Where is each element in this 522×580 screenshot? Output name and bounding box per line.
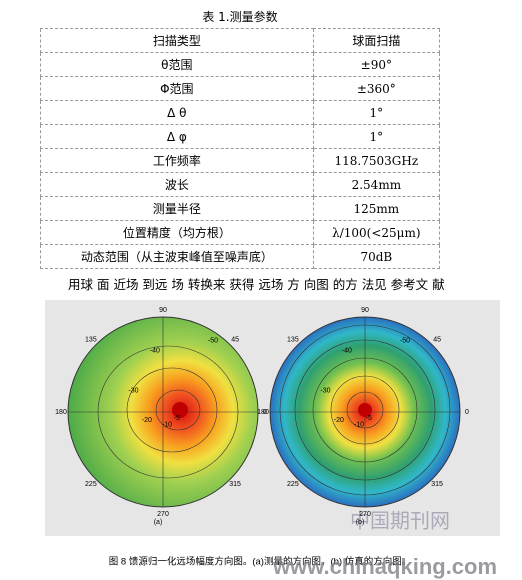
angle-label: 45 bbox=[433, 337, 441, 344]
table-cell: ±360° bbox=[312, 76, 441, 101]
contour-label: -10 bbox=[162, 422, 172, 429]
angle-label: 45 bbox=[231, 337, 239, 344]
angle-label: 135 bbox=[287, 337, 299, 344]
angle-label: 225 bbox=[85, 481, 97, 488]
contour-label: -5 bbox=[366, 415, 372, 422]
angle-label: 0 bbox=[263, 409, 267, 416]
table-cell: 测量半径 bbox=[40, 196, 314, 221]
body-text: 用球 面 近场 到远 场 转换来 获得 远场 方 向图 的方 法见 参考文 献 bbox=[68, 277, 445, 292]
angle-label: 270 bbox=[359, 511, 371, 518]
header-cell: 球面扫描 bbox=[312, 28, 441, 53]
watermark-logo: 中国期刊网 bbox=[350, 509, 450, 532]
angle-label: 0 bbox=[465, 409, 469, 416]
params-table: 表 1.测量参数 扫描类型 球面扫描 θ范围 ±90° Φ范围 ±360° Δ θ 1° Δ … bbox=[40, 5, 441, 269]
table-cell: 1° bbox=[312, 124, 441, 149]
angle-label: 90 bbox=[361, 307, 369, 314]
panel-label: (b) bbox=[356, 519, 365, 526]
caption: 图 8 馈源归一化远场幅度方向图。(a)测量的方向图，(b) 仿真的方向图。 bbox=[109, 556, 411, 568]
angle-label: 90 bbox=[159, 307, 167, 314]
panel-label: (a) bbox=[154, 519, 163, 526]
contour-label: -50 bbox=[400, 338, 410, 345]
contour-label: -10 bbox=[354, 422, 364, 429]
table-cell: 波长 bbox=[40, 172, 314, 197]
table-cell: ±90° bbox=[312, 52, 441, 77]
contour-label: -5 bbox=[174, 415, 180, 422]
contour-label: -40 bbox=[150, 348, 160, 355]
contour-label: -40 bbox=[342, 348, 352, 355]
contour-label: -20 bbox=[334, 417, 344, 424]
table-cell: Φ范围 bbox=[40, 76, 314, 101]
angle-label: 135 bbox=[85, 337, 97, 344]
contour-label: -50 bbox=[208, 338, 218, 345]
table-cell: Δ φ bbox=[40, 124, 314, 149]
watermark-url: www.chinaqking.com bbox=[272, 554, 497, 579]
angle-label: 225 bbox=[287, 481, 299, 488]
table-cell: 2.54mm bbox=[312, 172, 441, 197]
angle-label: 180 bbox=[55, 409, 67, 416]
peak bbox=[358, 403, 372, 417]
table-cell: 工作频率 bbox=[40, 148, 314, 173]
angle-label: 180 bbox=[257, 409, 269, 416]
table-cell: 125mm bbox=[312, 196, 441, 221]
angle-label: 315 bbox=[431, 481, 443, 488]
table-cell: Δ θ bbox=[40, 100, 314, 125]
table-cell: 1° bbox=[312, 100, 441, 125]
contour-label: -20 bbox=[142, 417, 152, 424]
table-cell: 动态范围（从主波束峰值至噪声底） bbox=[40, 244, 314, 269]
peak bbox=[172, 402, 188, 418]
table-cell: 70dB bbox=[312, 244, 441, 269]
angle-label: 315 bbox=[229, 481, 241, 488]
table-cell: 118.7503GHz bbox=[312, 148, 441, 173]
contour-label: -30 bbox=[128, 388, 138, 395]
angle-label: 270 bbox=[157, 511, 169, 518]
contour-label: -30 bbox=[320, 388, 330, 395]
